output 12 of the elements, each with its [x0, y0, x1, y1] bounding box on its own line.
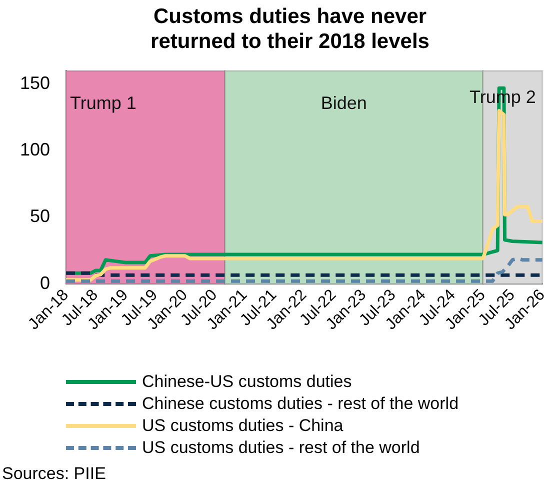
y-tick-label: 50: [30, 206, 50, 226]
legend-label: Chinese-US customs duties: [142, 372, 352, 392]
band-label: Biden: [320, 92, 367, 113]
legend-label: US customs duties - rest of the world: [142, 438, 420, 458]
legend-label: Chinese customs duties - rest of the world: [142, 394, 459, 414]
legend-label: US customs duties - China: [142, 416, 344, 436]
band-label: Trump 1: [70, 92, 136, 113]
chart-title: Customs duties have never returned to their 2018 levels: [150, 4, 430, 54]
y-tick-label: 150: [20, 73, 50, 94]
source-note: Sources: PIIE: [2, 464, 106, 484]
y-tick-label: 100: [20, 140, 50, 160]
y-tick-label: 0: [40, 272, 50, 293]
